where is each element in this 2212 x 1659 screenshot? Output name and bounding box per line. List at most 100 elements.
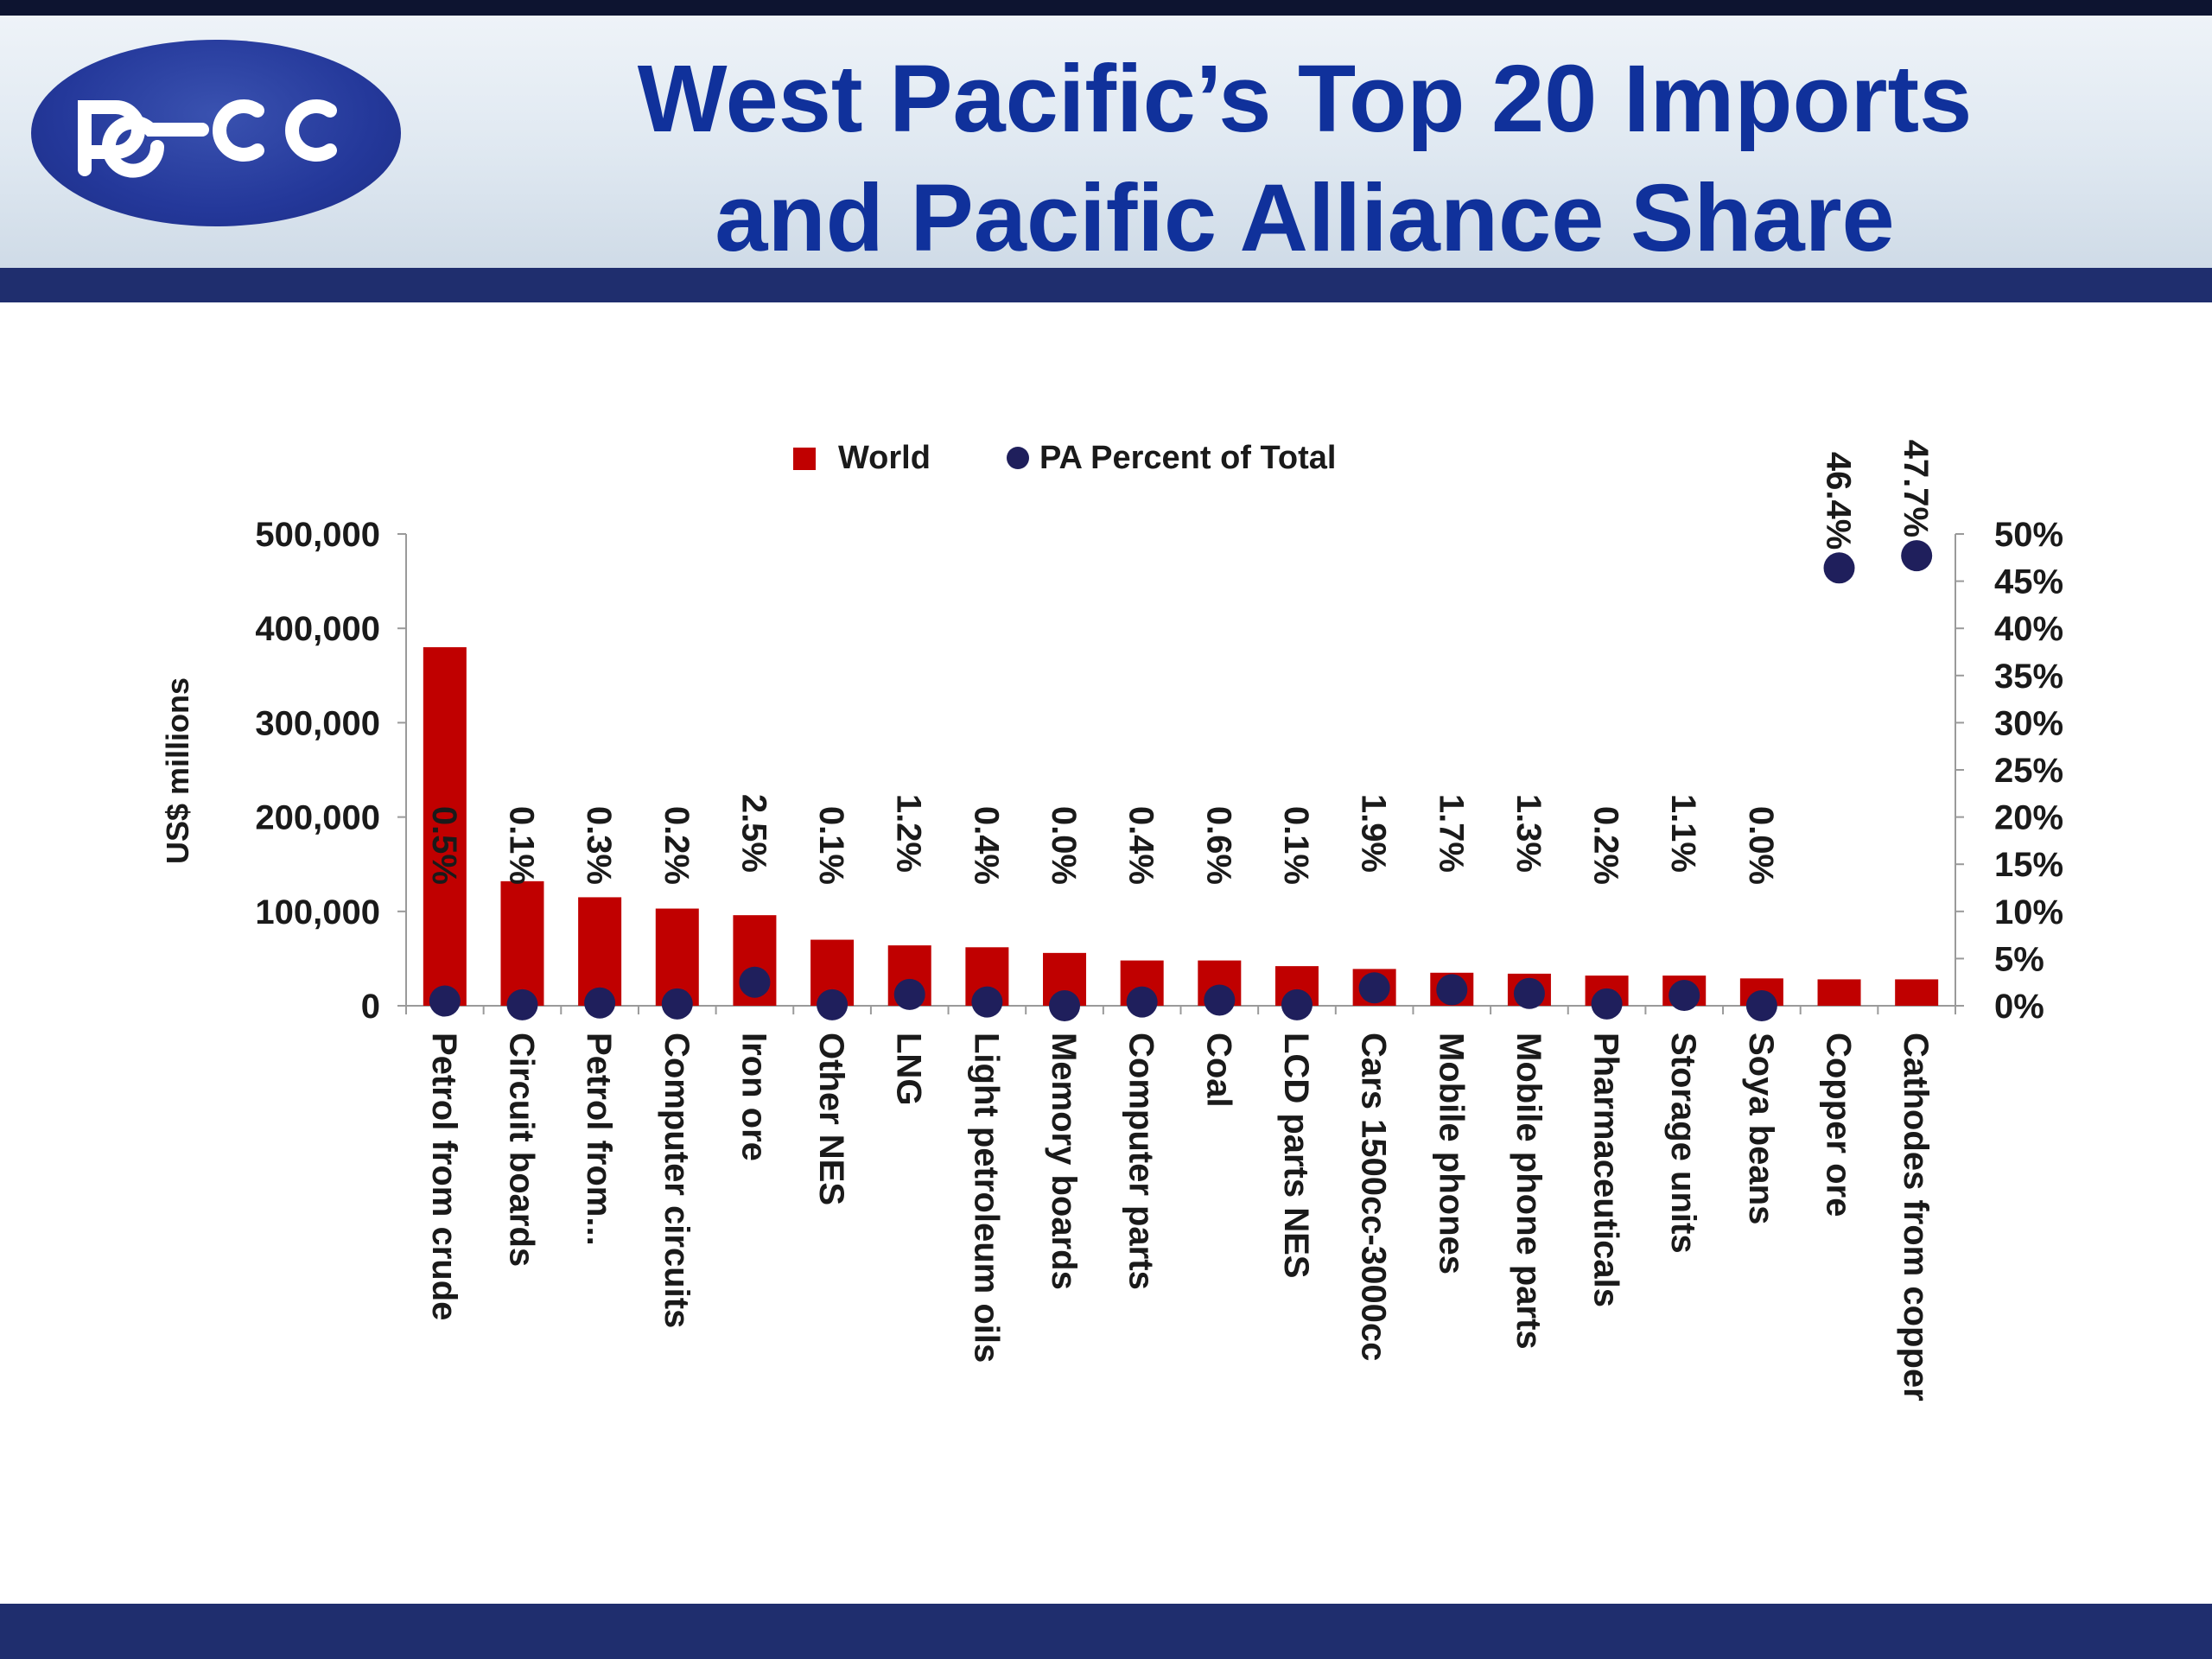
y2-tick-label: 25% xyxy=(1994,752,2063,790)
dot-pa-percent xyxy=(1745,990,1777,1021)
pecc-logo xyxy=(31,40,401,226)
category-label: Pharmaceuticals xyxy=(1587,1033,1625,1307)
pa-percent-label: 1.2% xyxy=(890,794,928,873)
category-label: Memory boards xyxy=(1045,1033,1083,1290)
category-label: Mobile phone parts xyxy=(1510,1033,1548,1350)
category-label: Iron ore xyxy=(734,1033,772,1161)
legend-pa-label: PA Percent of Total xyxy=(1039,440,1336,476)
y-tick-label: 300,000 xyxy=(255,704,380,742)
y2-tick-label: 20% xyxy=(1994,799,2063,837)
y2-tick-label: 35% xyxy=(1994,658,2063,696)
pa-percent-label: 1.7% xyxy=(1432,794,1470,873)
pa-percent-label: 0.1% xyxy=(1277,806,1315,885)
category-label: LNG xyxy=(890,1033,928,1105)
y2-tick-label: 45% xyxy=(1994,563,2063,601)
pa-percent-label: 0.2% xyxy=(658,806,696,885)
dot-pa-percent xyxy=(1591,988,1623,1020)
y-tick-label: 200,000 xyxy=(255,799,380,837)
y2-tick-label: 15% xyxy=(1994,846,2063,884)
pa-percent-label: 0.4% xyxy=(967,806,1005,885)
dot-pa-percent xyxy=(1204,984,1236,1016)
y2-tick-label: 50% xyxy=(1994,516,2063,554)
dot-pa-percent xyxy=(1669,979,1700,1011)
header-band xyxy=(0,268,2212,302)
dot-pa-percent xyxy=(1049,990,1081,1021)
dot-pa-percent xyxy=(1823,552,1855,584)
imports-chart: World PA Percent of Total US$ millions 0… xyxy=(160,440,2063,1402)
y2-tick-label: 10% xyxy=(1994,893,2063,931)
category-label: Petrol from... xyxy=(580,1033,618,1246)
pa-percent-label: 0.6% xyxy=(1199,806,1237,885)
pa-percent-label: 0.1% xyxy=(812,806,850,885)
bar-world xyxy=(1895,979,1939,1006)
category-label: LCD parts NES xyxy=(1277,1033,1315,1279)
dot-pa-percent xyxy=(584,987,616,1019)
pa-percent-label: 0.4% xyxy=(1122,806,1160,885)
legend-world-swatch xyxy=(793,448,816,470)
category-labels: Petrol from crude Circuit boards Petrol fr… xyxy=(425,1033,1935,1402)
dot-pa-percent xyxy=(1436,974,1468,1006)
category-label: Storage units xyxy=(1664,1033,1702,1254)
pa-percent-label: 0.0% xyxy=(1742,806,1780,885)
y-axis-title: US$ millions xyxy=(160,677,195,864)
bar-world xyxy=(1817,979,1861,1006)
dot-pa-percent xyxy=(1358,972,1390,1004)
y-tick-label: 500,000 xyxy=(255,516,380,554)
dot-pa-percent xyxy=(1126,986,1158,1018)
category-label: Light petroleum oils xyxy=(967,1033,1005,1363)
bar-series-world xyxy=(423,647,1939,1006)
pa-percent-label: 0.2% xyxy=(1587,806,1625,885)
pa-percent-label: 1.9% xyxy=(1355,794,1393,873)
category-label: Other NES xyxy=(812,1033,850,1205)
legend-world-label: World xyxy=(838,440,931,476)
dot-pa-percent xyxy=(893,978,925,1010)
chart-axes: 0 100,000 200,000 300,000 400,000 500,000 0% 5%… xyxy=(255,516,2063,1026)
y2-tick-label: 30% xyxy=(1994,704,2063,742)
pecc-logo-mark xyxy=(78,99,337,178)
title-line-1: West Pacific’s Top 20 Imports xyxy=(637,46,1973,152)
category-label: Copper ore xyxy=(1820,1033,1858,1217)
dot-pa-percent xyxy=(1281,988,1313,1020)
dot-pa-percent xyxy=(739,966,771,998)
dot-pa-percent xyxy=(1901,540,1933,572)
category-label: Computer parts xyxy=(1122,1033,1160,1290)
bar-world xyxy=(500,880,544,1006)
y-tick-label: 0 xyxy=(361,988,380,1026)
category-label: Petrol from crude xyxy=(425,1033,463,1320)
y-tick-label: 100,000 xyxy=(255,893,380,931)
y2-tick-label: 0% xyxy=(1994,988,2044,1026)
category-label: Computer circuits xyxy=(658,1033,696,1328)
title-line-2: and Pacific Alliance Share xyxy=(715,165,1895,271)
pa-percent-label: 1.1% xyxy=(1664,794,1702,873)
category-label: Cars 1500cc-3000cc xyxy=(1355,1033,1393,1361)
pa-percent-label: 0.5% xyxy=(425,806,463,885)
dot-pa-percent xyxy=(817,988,849,1020)
pa-percent-label: 0.3% xyxy=(580,806,618,885)
pa-percent-label: 1.3% xyxy=(1510,794,1548,873)
pa-percent-label: 2.5% xyxy=(734,794,772,873)
dot-series-pa xyxy=(429,540,1933,1021)
percent-labels: 0.5% 0.1% 0.3% 0.2% 2.5% 0.1% 1.2% 0.4% 0.0% 0.4%… xyxy=(425,440,1935,885)
dot-pa-percent xyxy=(506,988,538,1020)
pa-percent-label: 0.0% xyxy=(1045,806,1083,885)
y2-tick-label: 40% xyxy=(1994,610,2063,648)
footer-band xyxy=(0,1604,2212,1659)
dot-pa-percent xyxy=(661,988,693,1020)
dot-pa-percent xyxy=(971,986,1003,1018)
pa-percent-label: 0.1% xyxy=(502,806,540,885)
category-label: Cathodes from copper xyxy=(1897,1033,1935,1402)
dot-pa-percent xyxy=(429,985,461,1017)
legend-pa-marker xyxy=(1007,447,1029,469)
pa-percent-label: 47.7% xyxy=(1897,440,1935,537)
bar-world xyxy=(423,647,467,1006)
category-label: Circuit boards xyxy=(502,1033,540,1267)
top-edge-line xyxy=(0,0,2212,16)
category-label: Mobile phones xyxy=(1432,1033,1470,1274)
category-label: Coal xyxy=(1199,1033,1237,1108)
pa-percent-label: 46.4% xyxy=(1820,452,1858,550)
y-tick-label: 400,000 xyxy=(255,610,380,648)
dot-pa-percent xyxy=(1513,977,1545,1009)
chart-legend: World PA Percent of Total xyxy=(793,440,1336,476)
y2-tick-label: 5% xyxy=(1994,940,2044,978)
category-label: Soya beans xyxy=(1742,1033,1780,1224)
